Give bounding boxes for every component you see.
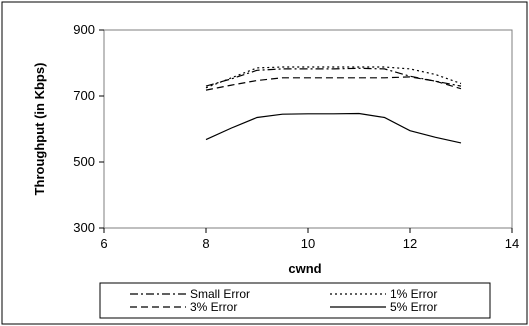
legend-box [99,282,491,319]
series-line-4 [205,112,462,144]
x-tick-label: 8 [202,236,209,251]
y-tick-label: 300 [73,220,95,235]
legend-label-1: Small Error [190,287,250,301]
y-axis-title: Throughput (in Kbps) [32,63,47,196]
x-axis-ticks: 6 8 10 12 14 [100,228,519,251]
y-tick-label: 900 [73,22,95,37]
legend: Small Error 1% Error 3% Error 5% Error [99,282,491,319]
legend-label-3: 3% Error [190,300,237,314]
x-tick-label: 14 [505,236,519,251]
x-axis-title: cwnd [288,261,321,276]
x-tick-label: 6 [100,236,107,251]
y-tick-label: 700 [73,88,95,103]
y-axis-ticks: 300 500 700 900 [73,22,104,235]
series-layer [205,66,462,144]
x-tick-label: 12 [403,236,417,251]
x-tick-label: 10 [301,236,315,251]
series-line-2 [205,66,462,89]
series-line-3 [205,76,462,91]
y-tick-label: 500 [73,154,95,169]
series-line-1 [205,67,462,87]
legend-label-2: 1% Error [390,287,437,301]
legend-label-4: 5% Error [390,300,437,314]
